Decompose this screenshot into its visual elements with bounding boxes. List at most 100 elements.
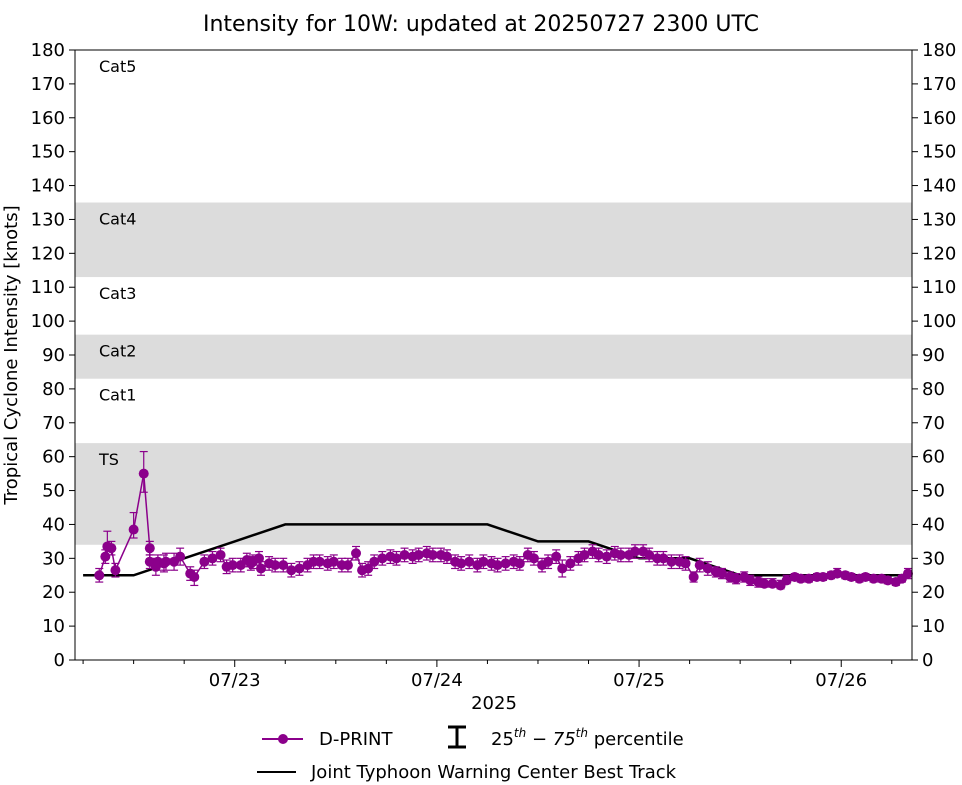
dprint-point: [199, 556, 210, 567]
dprint-point: [745, 575, 756, 586]
y-tick-label-right-80: 80: [922, 379, 945, 400]
y-tick-label-right-0: 0: [922, 650, 933, 671]
dprint-point: [557, 563, 568, 574]
dprint-point: [702, 563, 713, 574]
dprint-point: [391, 553, 402, 564]
dprint-point: [644, 549, 655, 560]
band-cat4: [75, 202, 912, 278]
y-tick-label-left-40: 40: [42, 514, 65, 535]
dprint-point: [492, 560, 503, 571]
band-label-cat1: Cat1: [99, 386, 136, 405]
dprint-point: [328, 556, 339, 567]
dprint-point: [215, 549, 226, 560]
y-tick-label-left-90: 90: [42, 345, 65, 366]
dprint-point: [94, 570, 105, 581]
dprint-point: [860, 571, 871, 582]
y-tick-label-left-120: 120: [31, 243, 65, 264]
y-tick-label-right-170: 170: [922, 74, 956, 95]
dprint-point: [128, 524, 139, 535]
legend: D-PRINT 25th − 75th percentile Joint Typ…: [257, 725, 684, 783]
dprint-point: [902, 568, 913, 579]
x-axis: 07/23 07/24 07/25 07/26: [82, 660, 893, 691]
legend-percentile-label: 25th − 75th percentile: [491, 726, 684, 750]
y-axis-right: 0 10 20 30 40 50 60 70 80 90 100 110 120 130 140 150 160…: [912, 40, 956, 671]
dprint-point: [832, 568, 843, 579]
category-bands: [75, 202, 912, 545]
dprint-point: [369, 556, 380, 567]
y-tick-label-left-100: 100: [31, 311, 65, 332]
dprint-point: [615, 549, 626, 560]
dprint-point: [514, 558, 525, 569]
dprint-point: [658, 553, 669, 564]
dprint-point: [342, 560, 353, 571]
y-tick-label-left-110: 110: [31, 277, 65, 298]
y-tick-label-left-150: 150: [31, 142, 65, 163]
dprint-point: [478, 556, 489, 567]
y-tick-label-left-30: 30: [42, 548, 65, 569]
dprint-point: [593, 549, 604, 560]
band-label-ts: TS: [98, 450, 119, 469]
y-tick-label-right-100: 100: [922, 311, 956, 332]
dprint-point: [189, 571, 200, 582]
dprint-point: [630, 546, 641, 557]
dprint-point: [601, 551, 612, 562]
y-tick-label-right-110: 110: [922, 277, 956, 298]
band-label-cat5: Cat5: [99, 57, 136, 76]
dprint-point: [227, 560, 238, 571]
dprint-point: [144, 543, 155, 554]
dprint-point: [666, 556, 677, 567]
dprint-series: [94, 450, 913, 591]
y-tick-label-left-60: 60: [42, 447, 65, 468]
category-band-labels: TS Cat1 Cat2 Cat3 Cat4 Cat5: [98, 57, 136, 469]
dprint-point: [110, 565, 121, 576]
dprint-point: [868, 573, 879, 584]
dprint-point: [377, 553, 388, 564]
legend-dprint-label: D-PRINT: [319, 729, 393, 750]
dprint-point: [314, 556, 325, 567]
y-tick-label-right-10: 10: [922, 616, 945, 637]
dprint-point: [278, 560, 289, 571]
dprint-point: [270, 560, 281, 571]
dprint-point: [138, 468, 149, 479]
y-tick-label-left-50: 50: [42, 481, 65, 502]
y-tick-label-left-130: 130: [31, 209, 65, 230]
x-axis-label: 2025: [471, 693, 517, 714]
dprint-point: [456, 558, 467, 569]
x-tick-label-07-26: 07/26: [815, 670, 867, 691]
dprint-point: [286, 565, 297, 576]
dprint-point: [882, 575, 893, 586]
band-ts: [75, 443, 912, 545]
dprint-point: [795, 573, 806, 584]
dprint-point: [781, 575, 792, 586]
dprint-point: [100, 551, 111, 562]
dprint-point: [759, 578, 770, 589]
dprint-point: [294, 563, 305, 574]
dprint-point: [175, 551, 186, 562]
x-tick-label-07-23: 07/23: [209, 670, 261, 691]
dprint-point: [106, 543, 117, 554]
dprint-point: [716, 568, 727, 579]
y-tick-label-right-160: 160: [922, 108, 956, 129]
y-tick-label-right-120: 120: [922, 243, 956, 264]
y-tick-label-right-140: 140: [922, 176, 956, 197]
dprint-point: [253, 553, 264, 564]
y-tick-label-right-90: 90: [922, 345, 945, 366]
y-tick-label-right-40: 40: [922, 514, 945, 535]
y-axis-left: 0 10 20 30 40 50 60 70 80 90 100 110 120 130 140 150 160…: [31, 40, 75, 671]
dprint-point: [500, 558, 511, 569]
legend-errorbar-icon: [448, 725, 466, 749]
dprint-point: [767, 578, 778, 589]
band-label-cat2: Cat2: [99, 342, 136, 361]
y-tick-label-right-130: 130: [922, 209, 956, 230]
y-tick-label-left-140: 140: [31, 176, 65, 197]
dprint-point: [207, 553, 218, 564]
dprint-point: [442, 551, 452, 562]
legend-dprint-marker: [278, 734, 288, 744]
dprint-point: [694, 560, 705, 571]
y-tick-label-left-0: 0: [54, 650, 65, 671]
dprint-point: [688, 571, 699, 582]
dprint-point: [731, 573, 742, 584]
y-tick-label-left-80: 80: [42, 379, 65, 400]
y-axis-label: Tropical Cyclone Intensity [knots]: [1, 205, 22, 505]
dprint-point: [160, 556, 171, 567]
